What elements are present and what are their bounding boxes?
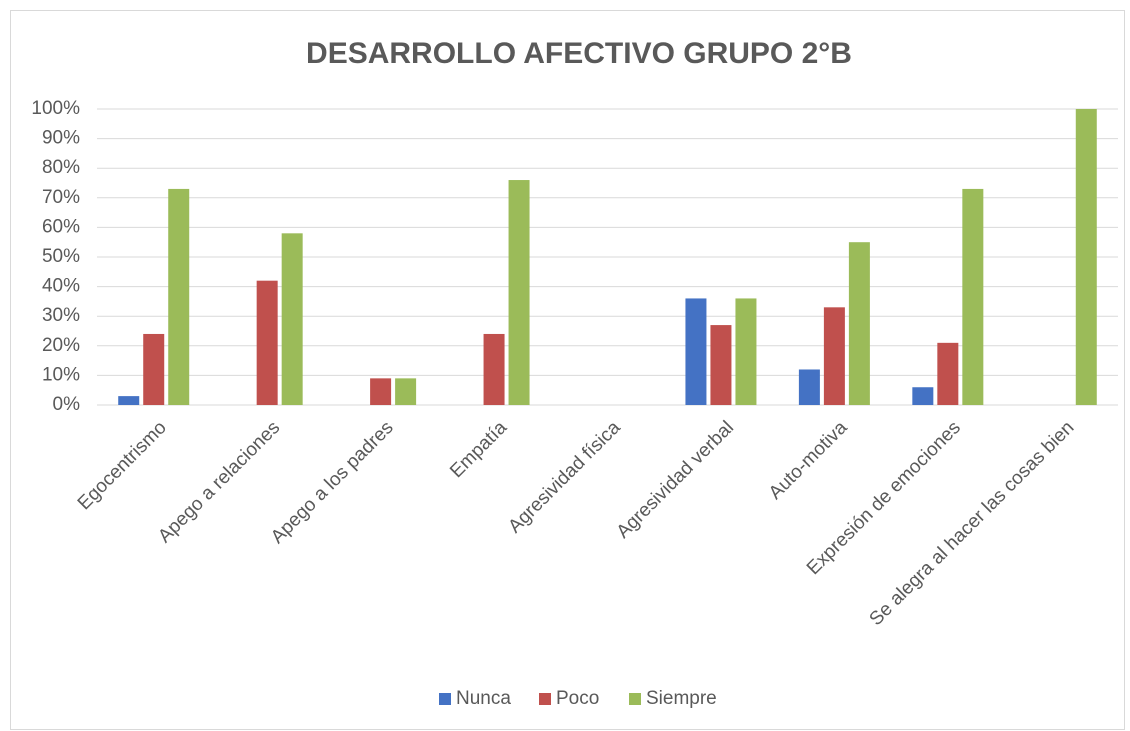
bar [508,180,530,405]
y-tick-label: 90% [42,128,80,149]
bar [281,233,303,405]
bar [735,298,757,405]
bar [483,333,505,405]
bar [710,325,732,405]
y-tick-label: 100% [31,98,80,119]
y-tick-label: 60% [42,216,80,237]
bar [256,280,278,405]
bar [912,387,934,405]
bar [798,369,820,405]
bar [848,242,870,405]
bar [395,378,417,405]
bar [823,307,845,405]
y-tick-label: 80% [42,157,80,178]
bar [143,333,165,405]
y-tick-label: 10% [42,364,80,385]
legend-label: Nunca [456,688,511,709]
legend-label: Poco [556,688,599,709]
bar [1075,109,1097,405]
bar [370,378,392,405]
y-tick-label: 30% [42,305,80,326]
bar [962,188,984,405]
bar [168,188,190,405]
legend-swatch [629,693,641,705]
bar [937,342,959,405]
y-tick-label: 40% [42,276,80,297]
legend-swatch [439,693,451,705]
y-tick-label: 70% [42,187,80,208]
legend-swatch [539,693,551,705]
bar [118,396,140,405]
y-tick-label: 20% [42,335,80,356]
chart-title: DESARROLLO AFECTIVO GRUPO 2°B [306,37,852,70]
y-tick-label: 0% [53,394,81,415]
y-tick-label: 50% [42,246,80,267]
bar [685,298,707,405]
legend-label: Siempre [646,688,717,709]
